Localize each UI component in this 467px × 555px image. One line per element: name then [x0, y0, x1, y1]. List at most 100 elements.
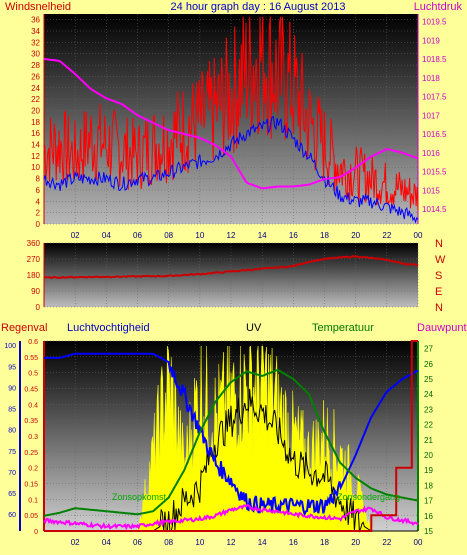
weather-x-tick: 22 — [382, 538, 391, 547]
wind-axes: 0246810121416182022242628303234361014.51… — [31, 14, 447, 240]
sunrise-annotation: Zonsopkomst — [112, 492, 167, 502]
wind-speed-tick: 20 — [31, 106, 40, 115]
humidity-tick: 60 — [8, 512, 16, 519]
pressure-tick: 1014.5 — [422, 205, 447, 214]
pressure-tick: 1018.5 — [422, 55, 447, 64]
temperature-label: Temperatuur — [312, 322, 374, 334]
temperature-tick: 27 — [424, 345, 433, 354]
rain-tick: 0.6 — [28, 339, 38, 346]
wind-x-tick: 00 — [414, 231, 423, 240]
uv-label: UV — [246, 322, 262, 334]
compass-label: N — [435, 238, 443, 250]
temperature-tick: 26 — [424, 360, 433, 369]
pressure-tick: 1017 — [422, 111, 440, 120]
wind-x-tick: 08 — [164, 231, 173, 240]
pressure-tick: 1015.5 — [422, 168, 447, 177]
wind-speed-tick: 2 — [36, 209, 41, 218]
temperature-tick: 22 — [424, 421, 433, 430]
wind-speed-tick: 8 — [36, 175, 41, 184]
humidity-tick: 65 — [8, 491, 16, 498]
wind-x-tick: 20 — [351, 231, 360, 240]
wind-series — [43, 16, 419, 224]
temperature-tick: 25 — [424, 375, 433, 384]
wind-speed-tick: 16 — [31, 129, 40, 138]
wind-speed-tick: 0 — [36, 220, 41, 229]
wind-speed-tick: 10 — [31, 163, 40, 172]
wind-x-tick: 22 — [382, 231, 391, 240]
direction-tick: 360 — [27, 239, 41, 248]
rain-tick: 0.5 — [28, 371, 38, 378]
wind-speed-tick: 26 — [31, 72, 40, 81]
temperature-tick: 15 — [424, 527, 433, 536]
wind-x-tick: 12 — [227, 231, 236, 240]
weather-axes: 0 0.05 0.1 0.15 0.2 0.25 0.3 0.35 0.4 0.45 0.5 0.55… — [4, 339, 433, 547]
temperature-tick: 23 — [424, 405, 433, 414]
rain-tick: 0.05 — [24, 513, 38, 520]
weather-x-tick: 00 — [414, 538, 423, 547]
compass-label: W — [435, 254, 446, 266]
wind-x-tick: 14 — [258, 231, 267, 240]
temperature-line — [43, 368, 419, 517]
weather-x-tick: 02 — [71, 538, 80, 547]
wind-speed-tick: 24 — [31, 84, 40, 93]
wind-speed-line — [43, 16, 419, 211]
temperature-tick: 19 — [424, 466, 433, 475]
rain-tick: 0.45 — [24, 387, 38, 394]
temperature-tick: 21 — [424, 436, 433, 445]
pressure-tick: 1015 — [422, 186, 440, 195]
temperature-tick: 20 — [424, 451, 433, 460]
direction-tick: 90 — [31, 287, 40, 296]
sunset-annotation: Zonsondergang — [337, 492, 400, 502]
compass-label: S — [435, 270, 442, 282]
wind-speed-tick: 34 — [31, 27, 40, 36]
weather-series — [43, 340, 419, 533]
direction-series — [43, 255, 419, 280]
wind-speed-tick: 12 — [31, 152, 40, 161]
weather-x-tick: 08 — [164, 538, 173, 547]
wind-speed-tick: 6 — [36, 186, 41, 195]
direction-tick: 180 — [27, 271, 41, 280]
wind-x-tick: 04 — [102, 231, 111, 240]
weather-x-tick: 14 — [258, 538, 267, 547]
rain-tick: 0 — [34, 529, 38, 536]
wind-x-tick: 18 — [320, 231, 329, 240]
compass-label: E — [435, 286, 442, 298]
humidity-tick: 90 — [8, 385, 16, 392]
pressure-tick: 1018 — [422, 74, 440, 83]
pressure-tick: 1016.5 — [422, 130, 447, 139]
humidity-tick: 85 — [8, 407, 16, 414]
rain-tick: 0.2 — [28, 466, 38, 473]
rain-tick: 0.4 — [28, 402, 38, 409]
humidity-tick: 95 — [8, 364, 16, 371]
temperature-tick: 18 — [424, 481, 433, 490]
rain-tick: 0.25 — [24, 450, 38, 457]
dewpoint-label: Dauwpunt — [417, 322, 467, 334]
wind-speed-tick: 36 — [31, 16, 40, 25]
rain-tick: 0.55 — [24, 355, 38, 362]
wind-avg-line — [43, 115, 419, 224]
humidity-tick: 100 — [4, 343, 16, 350]
weather-x-tick: 16 — [289, 538, 298, 547]
compass-label: N — [435, 302, 443, 314]
weather-x-tick: 04 — [102, 538, 111, 547]
dewpoint-line — [43, 504, 419, 531]
rain-label: Regenval — [1, 322, 47, 334]
wind-speed-tick: 28 — [31, 61, 40, 70]
temperature-tick: 16 — [424, 512, 433, 521]
chart-title: 24 hour graph day : 16 August 2013 — [171, 1, 346, 13]
humidity-tick: 75 — [8, 449, 16, 456]
wind-speed-tick: 30 — [31, 50, 40, 59]
weather-x-tick: 10 — [195, 538, 204, 547]
rain-tick: 0.3 — [28, 434, 38, 441]
pressure-tick: 1016 — [422, 149, 440, 158]
rain-line — [44, 340, 418, 532]
pressure-label: Luchtdruk — [414, 1, 463, 13]
wind-speed-tick: 4 — [36, 197, 41, 206]
direction-tick: 270 — [27, 255, 41, 264]
pressure-line — [43, 58, 419, 190]
wind-x-tick: 10 — [195, 231, 204, 240]
humidity-line — [44, 352, 419, 518]
wind-x-tick: 16 — [289, 231, 298, 240]
